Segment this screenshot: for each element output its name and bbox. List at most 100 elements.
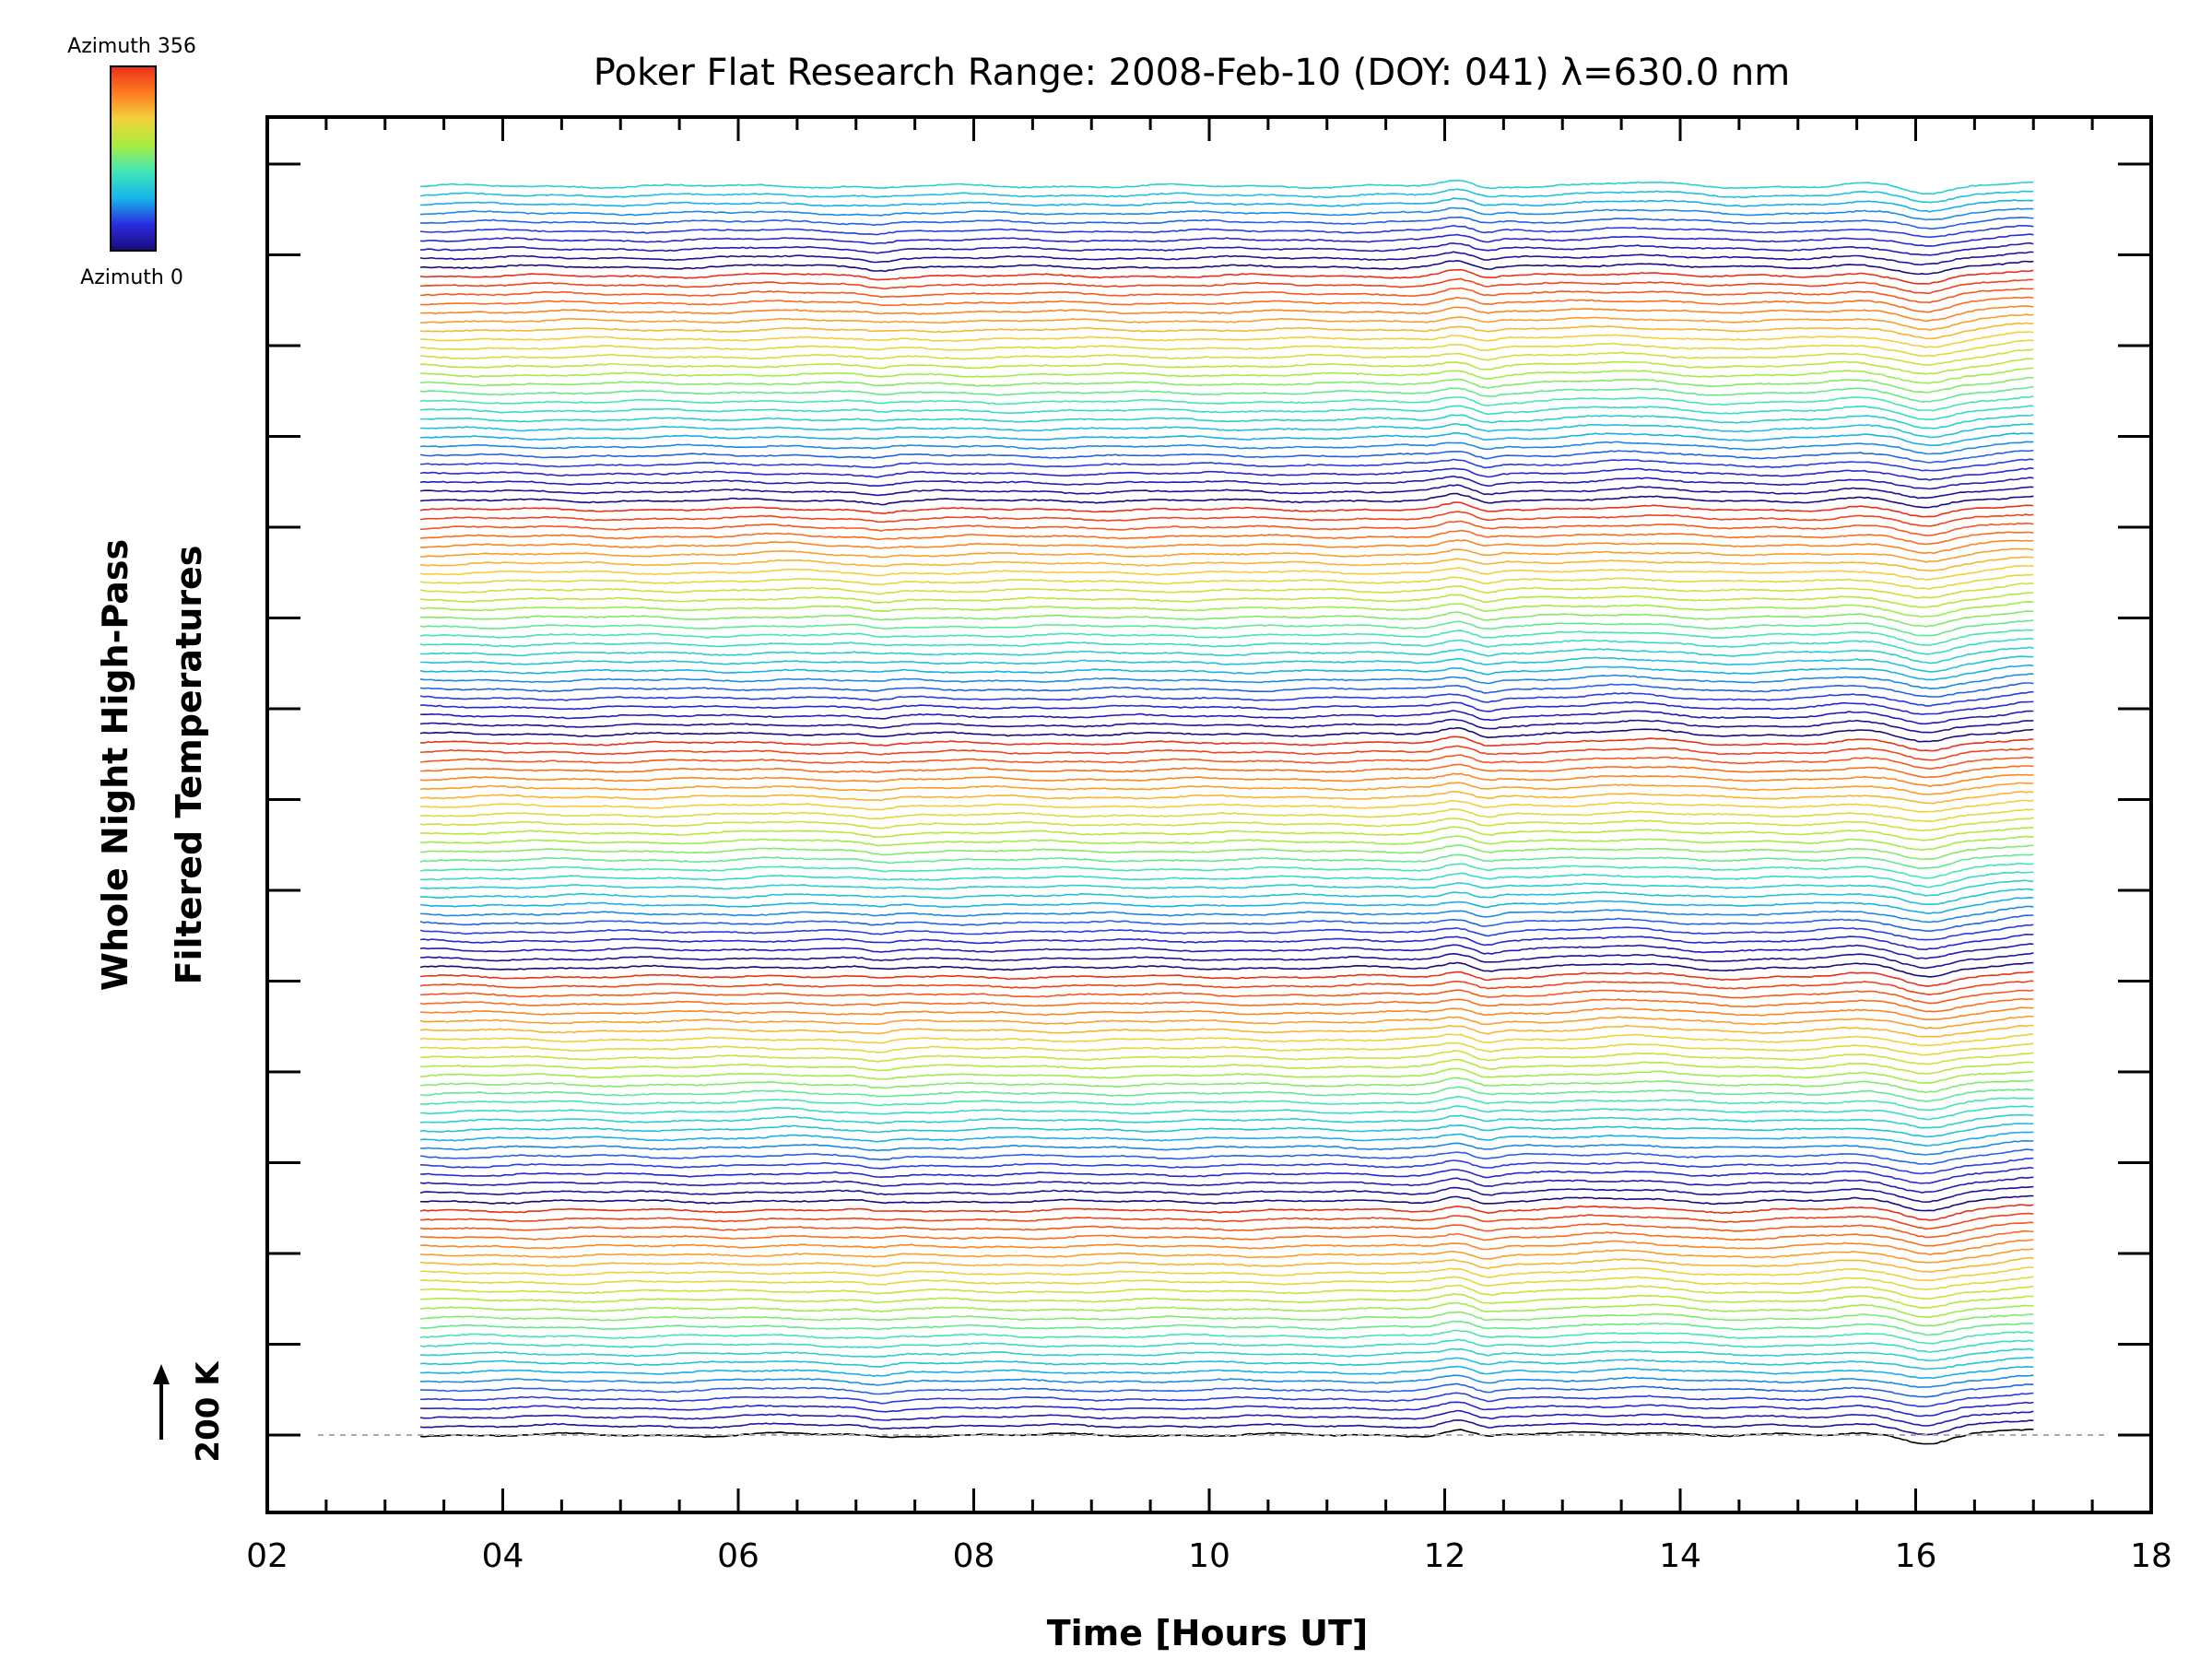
series-line xyxy=(420,905,2034,924)
series-line xyxy=(419,466,2034,481)
series-line xyxy=(419,1041,2034,1056)
series-line xyxy=(420,989,2034,1005)
series-line xyxy=(419,1015,2034,1030)
series-line xyxy=(419,853,2034,869)
series-line xyxy=(420,539,2034,555)
series-line xyxy=(419,1123,2034,1138)
series-line xyxy=(420,799,2034,813)
series-line xyxy=(420,952,2034,970)
series-line xyxy=(420,718,2034,734)
series-line xyxy=(420,432,2034,447)
series-line xyxy=(419,1113,2034,1129)
series-line xyxy=(420,1347,2034,1362)
series-line xyxy=(419,690,2034,707)
x-tick-label: 12 xyxy=(1424,1537,1466,1575)
series-line xyxy=(420,1194,2034,1212)
series-line xyxy=(420,871,2034,888)
series-line xyxy=(420,1148,2034,1166)
x-tick-label: 14 xyxy=(1659,1537,1701,1575)
series-line xyxy=(419,1204,2034,1221)
series-line xyxy=(420,1292,2034,1309)
series-line xyxy=(419,322,2034,340)
series-line xyxy=(419,619,2034,637)
series-line xyxy=(420,556,2034,572)
series-line xyxy=(420,700,2034,715)
series-line xyxy=(419,501,2034,518)
series-line xyxy=(420,547,2034,563)
series-line xyxy=(420,313,2034,332)
series-line xyxy=(419,1329,2034,1345)
series-line xyxy=(420,520,2034,536)
series-line xyxy=(420,241,2034,256)
series-line xyxy=(419,394,2034,412)
x-tick-label: 06 xyxy=(717,1537,759,1575)
colorbar-top-label: Azimuth 356 xyxy=(67,35,196,58)
series-line xyxy=(420,1265,2034,1282)
series-line xyxy=(420,305,2034,323)
series-line xyxy=(420,376,2034,394)
series-line xyxy=(420,458,2034,472)
series-line xyxy=(420,1256,2034,1273)
y-axis-label-line2: Filtered Temperatures xyxy=(169,546,209,985)
series-line xyxy=(420,763,2034,779)
series-line xyxy=(420,1139,2034,1156)
series-line xyxy=(420,529,2034,546)
series-line xyxy=(420,1374,2034,1389)
series-line xyxy=(419,997,2034,1013)
colorbar-bottom-label: Azimuth 0 xyxy=(80,266,183,289)
series-line xyxy=(419,1311,2034,1327)
series-line xyxy=(419,726,2034,743)
series-line xyxy=(419,449,2034,464)
series-line xyxy=(419,682,2034,698)
x-tick-label: 08 xyxy=(953,1537,995,1575)
series-line xyxy=(420,943,2034,959)
scale-bar-arrowhead xyxy=(153,1364,170,1384)
series-line xyxy=(419,961,2034,978)
series-line xyxy=(420,745,2034,761)
series-line xyxy=(419,1033,2034,1047)
series-line xyxy=(420,1418,2034,1436)
series-line xyxy=(419,629,2034,646)
series-line xyxy=(420,1401,2034,1418)
series-line xyxy=(420,339,2034,358)
series-line xyxy=(420,206,2034,221)
series-line xyxy=(419,1024,2034,1038)
series-line xyxy=(420,1382,2034,1398)
series-line xyxy=(420,1058,2034,1075)
series-line xyxy=(419,790,2034,805)
series-line xyxy=(420,1105,2034,1121)
series-line xyxy=(419,817,2034,832)
series-line xyxy=(420,1166,2034,1184)
series-line xyxy=(420,879,2034,897)
x-tick-label: 10 xyxy=(1188,1537,1230,1575)
series-line xyxy=(420,1077,2034,1094)
series-line xyxy=(419,573,2034,590)
axis-ticks xyxy=(265,117,2153,1512)
x-tick-label: 04 xyxy=(482,1537,524,1575)
series-line xyxy=(419,475,2034,490)
series-line xyxy=(420,268,2034,285)
x-tick-label: 18 xyxy=(2130,1537,2172,1575)
series-line xyxy=(419,385,2034,403)
colorbar xyxy=(110,65,157,252)
series-line xyxy=(420,1276,2034,1290)
series-line xyxy=(420,1157,2034,1175)
series-line xyxy=(420,1239,2034,1256)
series-line xyxy=(420,655,2034,673)
series-line xyxy=(420,772,2034,788)
series-line xyxy=(420,1095,2034,1112)
series-line xyxy=(419,1176,2034,1194)
series-line xyxy=(419,1050,2034,1065)
series-line xyxy=(420,331,2034,348)
series-line xyxy=(420,1357,2034,1371)
series-line xyxy=(419,1221,2034,1239)
series-line xyxy=(419,862,2034,879)
series-line xyxy=(420,259,2034,276)
series-line xyxy=(419,971,2034,987)
series-line xyxy=(420,844,2034,861)
series-line xyxy=(420,441,2034,455)
series-line xyxy=(420,1301,2034,1318)
series-line xyxy=(419,673,2034,689)
series-line xyxy=(419,1338,2034,1353)
